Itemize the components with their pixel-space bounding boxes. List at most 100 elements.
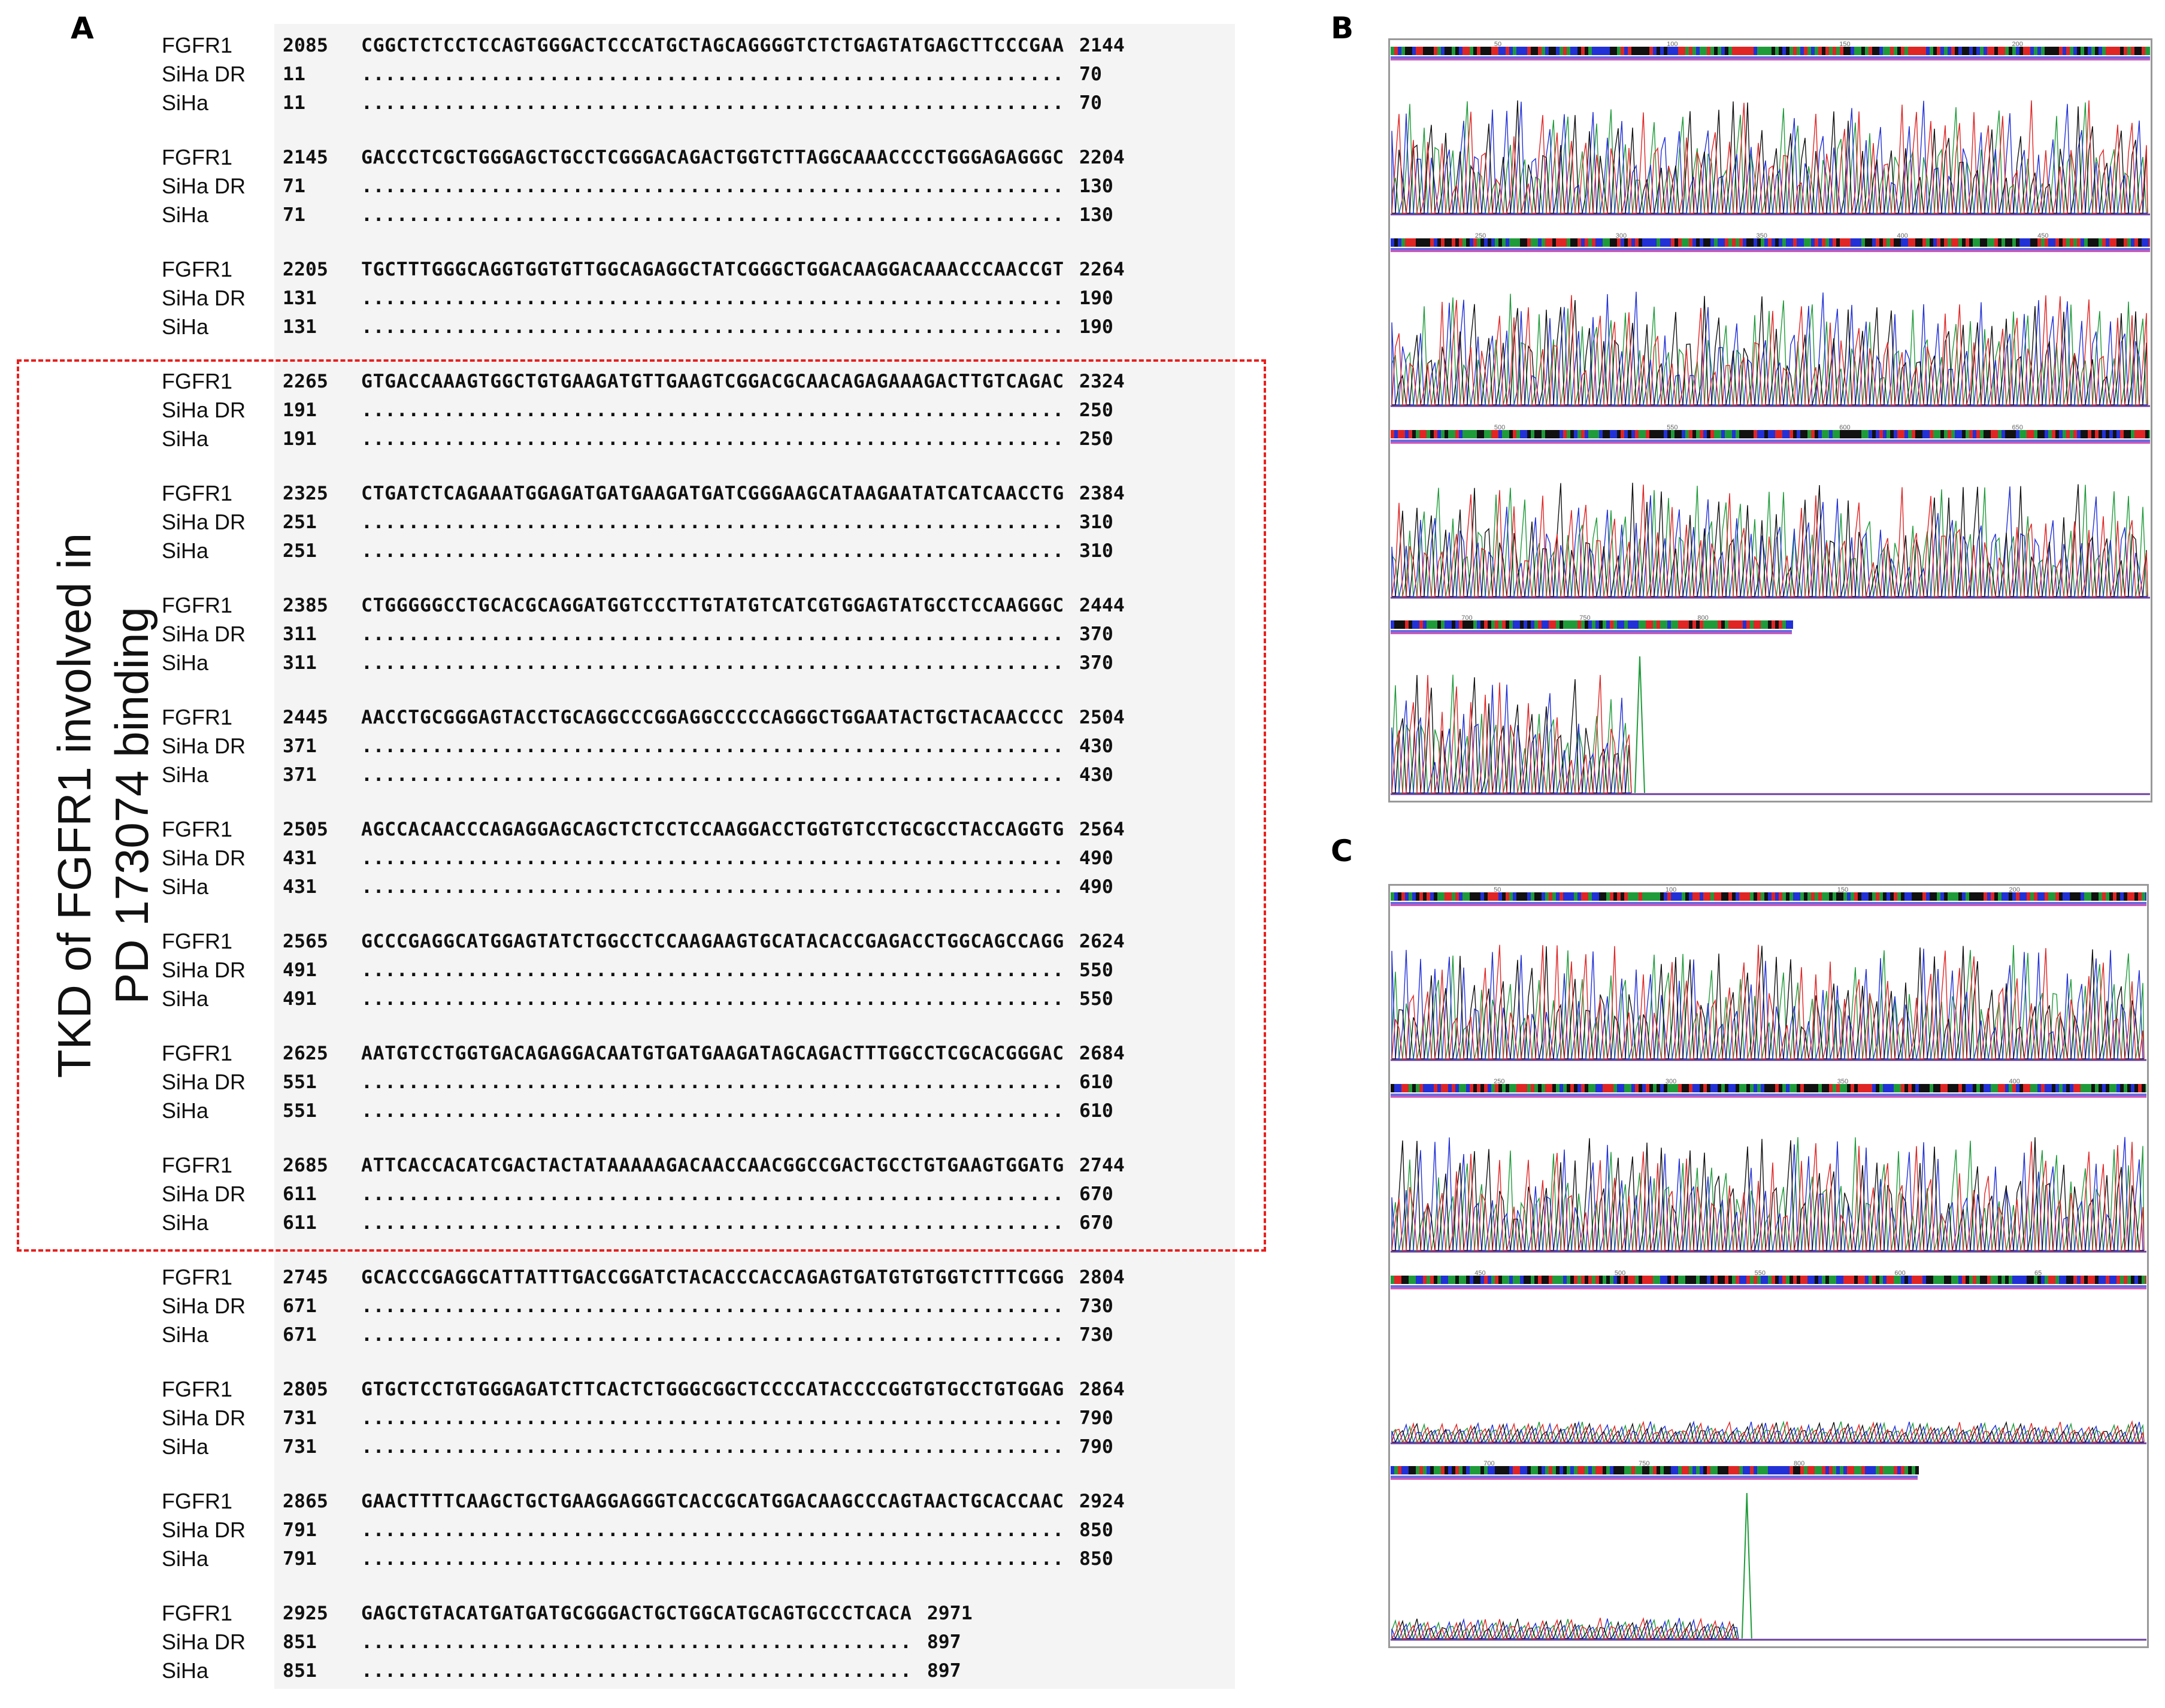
end-position: 2264 — [1079, 259, 1125, 280]
chromatogram-frame — [1388, 38, 2152, 802]
chromatogram-trace: 250 300 350 400 — [1391, 1078, 2146, 1253]
chromatogram-tick-label: 50 — [1494, 41, 1501, 48]
end-position: 310 — [1079, 540, 1113, 562]
start-position: 2925 — [283, 1603, 328, 1624]
base-trace — [1392, 296, 2148, 405]
chromatogram-frame — [1388, 884, 2149, 1648]
chromatogram-tick-label: 500 — [1494, 424, 1505, 431]
start-position: 2145 — [283, 147, 328, 168]
sequence-name: SiHa — [162, 1546, 209, 1571]
sequence-name: FGFR1 — [162, 1265, 233, 1289]
sequence: ........................................… — [361, 428, 1064, 450]
end-position: 2744 — [1079, 1155, 1125, 1176]
chromatogram-trace: 50 100 150 200 — [1391, 886, 2146, 1061]
start-position: 311 — [283, 623, 317, 645]
chromatogram-tick-label: 700 — [1461, 614, 1472, 622]
chromatogram-trace: 450 500 550 600 65 — [1391, 1270, 2146, 1444]
chromatogram-tick-label: 800 — [1697, 614, 1708, 622]
chromatogram-tick-label: 450 — [1474, 1270, 1485, 1277]
sequence: CGGCTCTCCTCCAGTGGGACTCCCATGCTAGCAGGGGTCT… — [361, 35, 1064, 56]
sequence: ........................................… — [361, 511, 1064, 533]
sequence: ........................................… — [361, 623, 1064, 645]
chromatogram-tick-label: 250 — [1494, 1078, 1504, 1085]
sequence-name: SiHa — [162, 1658, 209, 1683]
end-position: 2324 — [1079, 371, 1125, 392]
base-trace — [1391, 944, 2145, 1059]
sequence: GCCCGAGGCATGGAGTATCTGGCCTCCAAGAAGTGCATAC… — [361, 931, 1064, 952]
sequence: ........................................… — [361, 735, 1064, 757]
start-position: 431 — [283, 876, 317, 898]
start-position: 191 — [283, 428, 317, 450]
sequence: ........................................… — [361, 988, 1064, 1010]
end-position: 790 — [1079, 1407, 1113, 1429]
chromatogram-row: 500 550 600 650 — [1391, 424, 2150, 604]
sequence: TGCTTTGGGCAGGTGGTGTTGGCAGAGGCTATCGGGCTGG… — [361, 259, 1064, 280]
start-position: 11 — [283, 63, 305, 85]
end-position: 490 — [1079, 847, 1113, 869]
start-position: 2805 — [283, 1379, 328, 1400]
end-position: 670 — [1079, 1212, 1113, 1234]
tkd-label-line-2: PD 173074 binding — [105, 607, 158, 1004]
sequence: ........................................… — [361, 1548, 1064, 1570]
sequence: ........................................… — [361, 1071, 1064, 1093]
sequence-name: SiHa DR — [162, 398, 246, 422]
chromatogram-row: 450 500 550 600 65 — [1391, 1270, 2146, 1449]
base-call-strip — [1391, 892, 2146, 906]
base-trace — [1392, 675, 1632, 794]
sequence-name: SiHa DR — [162, 734, 246, 758]
chromatogram-trace: 500 550 600 650 — [1391, 424, 2150, 599]
sequence-name: FGFR1 — [162, 481, 233, 505]
end-position: 130 — [1079, 175, 1113, 197]
end-position: 2971 — [926, 1603, 973, 1624]
end-position: 2504 — [1079, 707, 1125, 728]
sequence-name: FGFR1 — [162, 705, 233, 729]
start-position: 371 — [283, 764, 317, 786]
start-position: 131 — [283, 316, 317, 338]
start-position: 731 — [283, 1436, 317, 1458]
base-call-strip — [1391, 47, 2150, 60]
sequence-name: SiHa DR — [162, 62, 246, 86]
chromatogram-row: 700 750 800 — [1391, 614, 2150, 800]
sequence-name: SiHa DR — [162, 174, 246, 198]
end-position: 730 — [1079, 1324, 1113, 1346]
chromatogram-row: 250 300 350 400 — [1391, 1078, 2146, 1258]
end-position: 70 — [1079, 63, 1102, 85]
start-position: 2745 — [283, 1267, 328, 1288]
end-position: 790 — [1079, 1436, 1113, 1458]
sequence-name: FGFR1 — [162, 1377, 233, 1401]
base-call-strip — [1391, 1276, 2146, 1289]
sequence: ........................................… — [361, 204, 1064, 226]
end-position: 250 — [1079, 399, 1113, 421]
sequence: ........................................… — [361, 1324, 1064, 1346]
sequence: ........................................… — [361, 1660, 912, 1682]
start-position: 311 — [283, 652, 317, 674]
sequence: ........................................… — [361, 1407, 1064, 1429]
sequence-name: SiHa — [162, 650, 209, 675]
start-position: 851 — [283, 1660, 317, 1682]
chromatogram-tick-label: 750 — [1639, 1460, 1649, 1467]
base-trace — [1391, 1618, 1739, 1639]
start-position: 2205 — [283, 259, 328, 280]
sequence: ATTCACCACATCGACTACTATAAAAAGACAACCAACGGCC… — [361, 1155, 1064, 1176]
chromatogram-trace: 700 750 800 — [1391, 614, 2150, 795]
base-call-strip — [1391, 430, 2150, 444]
start-position: 2445 — [283, 707, 328, 728]
panel-b-label: B — [1331, 11, 1354, 46]
chromatogram-tick-label: 100 — [1667, 41, 1678, 48]
base-call-strip — [1391, 238, 2150, 252]
start-position: 2685 — [283, 1155, 328, 1176]
sequence: AGCCACAACCCAGAGGAGCAGCTCTCCTCCAAGGACCTGG… — [361, 819, 1064, 840]
start-position: 671 — [283, 1324, 317, 1346]
chromatogram-tick-label: 700 — [1483, 1460, 1494, 1467]
chromatogram-tick-label: 100 — [1666, 886, 1676, 894]
chromatogram-tick-label: 350 — [1837, 1078, 1848, 1085]
base-trace — [1391, 674, 1632, 794]
start-position: 2625 — [283, 1043, 328, 1064]
end-position: 2924 — [1079, 1491, 1125, 1512]
base-trace — [1392, 1618, 1739, 1639]
sequence: CTGGGGGCCTGCACGCAGGATGGTCCCTTGTATGTCATCG… — [361, 595, 1064, 616]
terminal-peak — [1634, 656, 1645, 794]
end-position: 550 — [1079, 959, 1113, 981]
chromatogram-tick-label: 50 — [1494, 886, 1501, 894]
sequence-name: FGFR1 — [162, 593, 233, 617]
